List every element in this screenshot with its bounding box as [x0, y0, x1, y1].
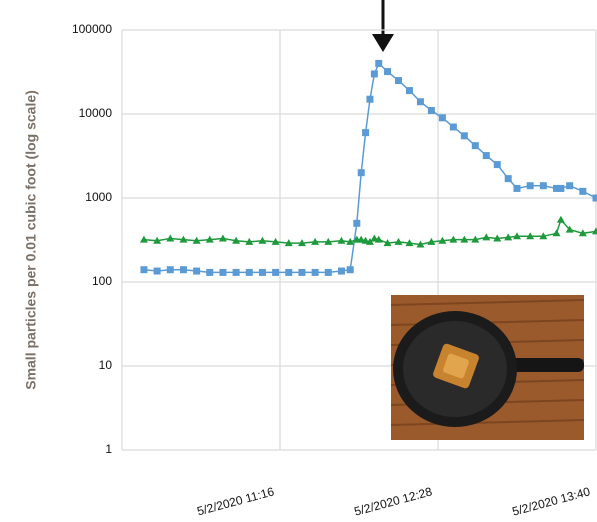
point: [384, 68, 391, 75]
point: [540, 182, 547, 189]
chart: Small particles per 0.01 cubic foot (log…: [0, 0, 597, 522]
inset-photo: [391, 295, 584, 440]
point: [514, 185, 521, 192]
point: [461, 132, 468, 139]
point: [483, 152, 490, 159]
x-tick-label: 5/2/2020 11:16: [195, 484, 275, 518]
point: [353, 220, 360, 227]
point: [219, 269, 226, 276]
point: [258, 237, 266, 244]
point: [338, 268, 345, 275]
point: [193, 268, 200, 275]
point: [362, 129, 369, 136]
point: [233, 269, 240, 276]
x-tick-label: 5/2/2020 13:40: [511, 484, 592, 518]
y-tick-label: 1000: [85, 190, 112, 204]
point: [366, 96, 373, 103]
point: [285, 269, 292, 276]
point: [566, 182, 573, 189]
series: [140, 216, 597, 248]
point: [206, 269, 213, 276]
point: [553, 229, 561, 236]
point: [505, 175, 512, 182]
point: [494, 161, 501, 168]
point: [246, 269, 253, 276]
y-tick-label: 1: [105, 442, 112, 456]
point: [272, 269, 279, 276]
point: [450, 124, 457, 131]
arrow: [372, 0, 394, 52]
point: [358, 169, 365, 176]
point: [259, 269, 266, 276]
point: [557, 216, 565, 223]
point: [472, 142, 479, 149]
point: [140, 266, 147, 273]
point: [593, 195, 597, 202]
point: [312, 269, 319, 276]
y-tick-label: 10: [99, 358, 113, 372]
y-tick-label: 10000: [79, 106, 113, 120]
point: [180, 266, 187, 273]
point: [298, 269, 305, 276]
point: [592, 227, 597, 234]
point: [337, 237, 345, 244]
point: [406, 87, 413, 94]
point: [347, 266, 354, 273]
point: [154, 268, 161, 275]
y-axis-title: Small particles per 0.01 cubic foot (log…: [23, 90, 39, 390]
point: [428, 107, 435, 114]
y-tick-label: 100000: [72, 22, 112, 36]
point: [395, 238, 403, 245]
point: [167, 266, 174, 273]
point: [371, 70, 378, 77]
point: [482, 233, 490, 240]
point: [527, 182, 534, 189]
point: [325, 269, 332, 276]
point: [579, 188, 586, 195]
x-tick-label: 5/2/2020 12:28: [353, 484, 434, 518]
point: [395, 77, 402, 84]
point: [417, 98, 424, 105]
y-tick-label: 100: [92, 274, 112, 288]
point: [439, 114, 446, 121]
point: [557, 185, 564, 192]
point: [375, 60, 382, 67]
